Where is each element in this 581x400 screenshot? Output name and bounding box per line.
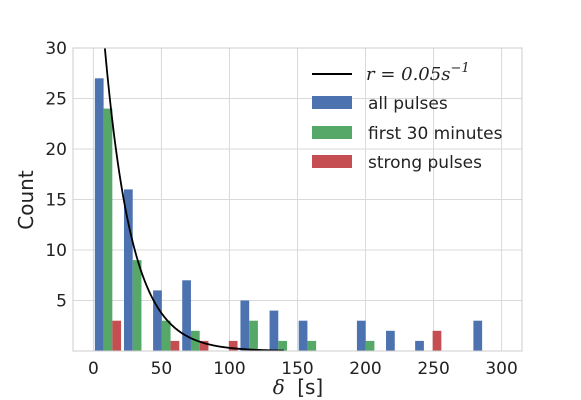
legend-label-curve-main: r = 0.05s: [366, 64, 450, 85]
bar-first-30-minutes: [307, 340, 317, 351]
bar-all-pulses: [94, 78, 104, 352]
bar-first-30-minutes: [161, 320, 171, 351]
bars: [94, 78, 483, 352]
bar-strong-pulses: [199, 340, 209, 351]
bar-strong-pulses: [170, 340, 180, 351]
x-tick-label: 300: [485, 359, 517, 379]
bar-all-pulses: [415, 340, 424, 351]
bar-first-30-minutes: [249, 320, 258, 351]
x-tick-labels: 0 50 100 150 200 250 300: [88, 359, 518, 379]
bar-first-30-minutes: [278, 340, 288, 351]
x-axis-label: δ [s]: [273, 375, 323, 399]
y-tick-labels: 5 10 15 20 25 30: [45, 39, 67, 312]
x-tick-label: 0: [88, 359, 99, 379]
bar-strong-pulses: [228, 340, 238, 351]
y-tick-label: 20: [45, 140, 67, 160]
fit-curve: [103, 48, 284, 351]
bar-all-pulses: [269, 310, 279, 351]
bar-all-pulses: [182, 280, 191, 351]
legend-label-first-30-minutes: first 30 minutes: [368, 124, 503, 144]
x-axis-label-symbol: δ: [273, 375, 285, 399]
bar-all-pulses: [356, 320, 366, 351]
bar-all-pulses: [386, 330, 395, 351]
y-tick-label: 15: [45, 191, 67, 211]
legend: r = 0.05s−1 all pulses first 30 minutes …: [312, 61, 503, 173]
plot-frame: [72, 47, 523, 352]
x-axis-label-unit: [s]: [297, 375, 323, 399]
x-tick-label: 150: [281, 359, 313, 379]
bar-all-pulses: [298, 320, 308, 351]
legend-label-curve: r = 0.05s−1: [366, 61, 470, 85]
bar-all-pulses: [473, 320, 483, 351]
bar-strong-pulses: [112, 320, 122, 351]
x-tick-label: 50: [151, 359, 173, 379]
bar-first-30-minutes: [103, 108, 113, 351]
legend-label-all-pulses: all pulses: [368, 94, 448, 114]
y-tick-label: 30: [45, 39, 67, 59]
x-tick-label: 100: [213, 359, 245, 379]
bar-all-pulses: [153, 290, 162, 351]
y-axis-label: Count: [14, 170, 38, 230]
legend-label-strong-pulses: strong pulses: [368, 153, 482, 173]
bar-first-30-minutes: [365, 340, 375, 351]
bar-all-pulses: [240, 300, 250, 351]
legend-label-curve-exponent: −1: [450, 61, 469, 76]
bar-all-pulses: [123, 189, 133, 351]
bar-first-30-minutes: [132, 260, 142, 351]
y-tick-label: 10: [45, 241, 67, 261]
legend-swatch-first-30-minutes: [312, 126, 352, 139]
fit-curve-layer: [103, 48, 284, 351]
y-tick-label: 25: [45, 90, 67, 110]
legend-swatch-strong-pulses: [312, 155, 352, 168]
x-tick-label: 250: [417, 359, 449, 379]
x-tick-label: 200: [349, 359, 381, 379]
legend-swatch-all-pulses: [312, 96, 352, 109]
bar-strong-pulses: [432, 330, 442, 351]
y-tick-label: 5: [56, 292, 67, 312]
